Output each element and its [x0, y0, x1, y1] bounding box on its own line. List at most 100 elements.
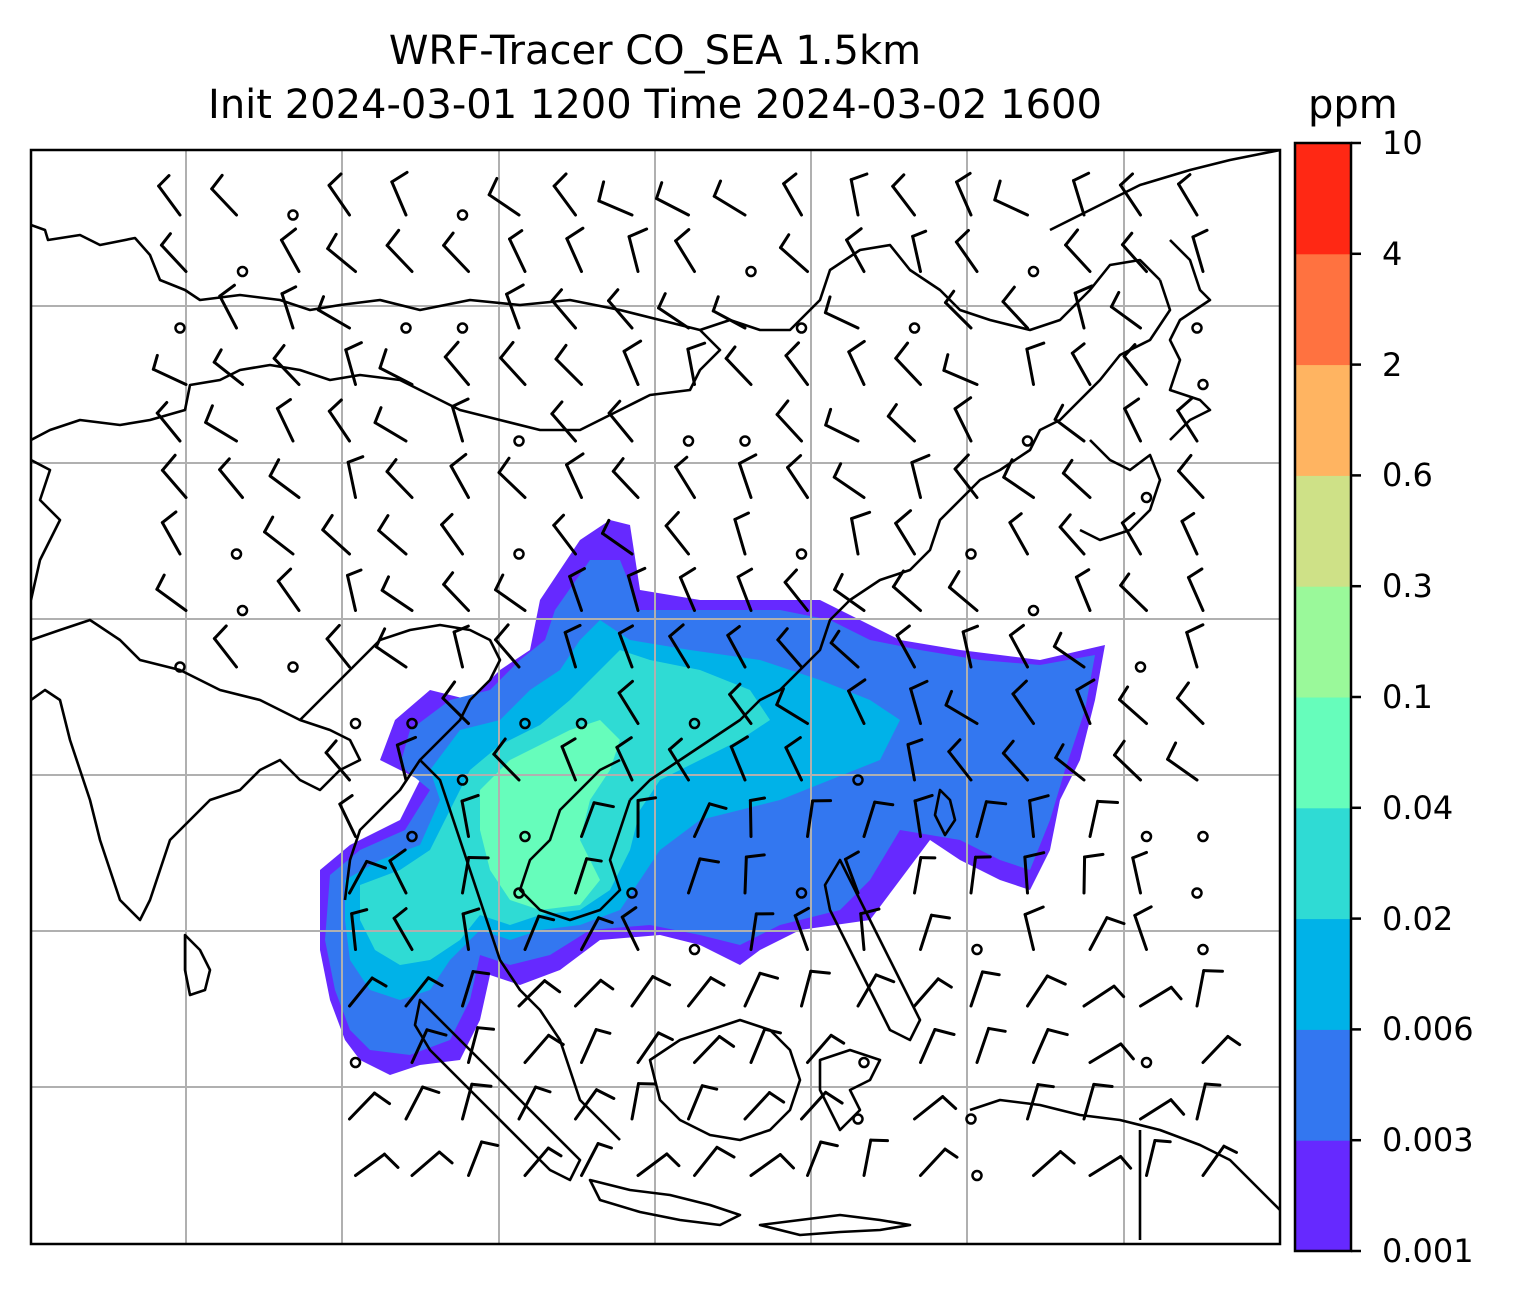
wind-barb [1072, 171, 1091, 217]
wind-barb [630, 975, 672, 1008]
wind-barb [374, 627, 408, 669]
wind-barb [377, 514, 408, 556]
wind-barb [615, 736, 634, 782]
wind-barb [961, 624, 980, 669]
wind-barb [442, 571, 470, 612]
wind-barb [1177, 173, 1199, 217]
colorbar [1293, 141, 1361, 1253]
wind-barb [390, 170, 409, 217]
calm-wind-marker [174, 661, 186, 673]
calm-wind-marker [745, 265, 757, 278]
calm-wind-marker [1197, 378, 1209, 391]
wind-barb [862, 1138, 889, 1177]
wind-barb [268, 458, 301, 499]
wind-barb [280, 285, 298, 330]
wind-barb [856, 973, 896, 1008]
colorbar-segment [1295, 1029, 1351, 1141]
map-frame [29, 148, 1282, 1246]
wind-barb [894, 341, 922, 386]
calm-wind-marker [795, 322, 808, 334]
wind-barb [1008, 623, 1029, 669]
coast-srilanka [183, 933, 212, 997]
wind-barb [378, 348, 414, 386]
colorbar-segment [1295, 253, 1351, 366]
wind-barb [743, 1091, 786, 1121]
coast-taiwan [933, 788, 957, 837]
coast-russia-far-east [1049, 150, 1280, 232]
calm-wind-marker [406, 717, 418, 730]
wind-barb [1118, 685, 1148, 725]
calm-wind-marker [349, 1056, 362, 1069]
wind-barb [824, 407, 860, 443]
wind-barb [1082, 984, 1126, 1008]
wind-barb [954, 228, 979, 273]
map-title-line1: WRF-Tracer CO_SEA 1.5km [388, 28, 922, 74]
wind-barb [1176, 396, 1199, 443]
colorbar-segment [1295, 143, 1351, 255]
calm-wind-marker [1140, 1056, 1153, 1069]
wind-barb [160, 453, 188, 499]
wind-barb [574, 978, 615, 1008]
wind-barb [494, 623, 521, 669]
wind-barb [1195, 969, 1224, 1008]
wind-barb [325, 623, 351, 669]
wind-barb [263, 515, 295, 556]
wind-barb [321, 514, 351, 556]
calm-wind-marker [400, 322, 412, 334]
wind-barb [687, 976, 726, 1008]
wind-barb [597, 180, 634, 217]
wind-barb [508, 229, 527, 273]
calm-wind-marker [1027, 604, 1040, 617]
wind-barb [636, 796, 658, 838]
wind-barb [1074, 568, 1092, 612]
calm-wind-marker [287, 209, 299, 221]
wind-barb [218, 457, 244, 499]
wind-barb [1070, 342, 1092, 386]
wind-barb [494, 573, 527, 612]
wind-barb [784, 341, 809, 386]
coast-sulawesi [818, 1048, 882, 1132]
wind-barb [726, 625, 747, 669]
coast-indochina-east [518, 758, 632, 922]
wind-barb [404, 976, 444, 1008]
calm-wind-marker [858, 1056, 870, 1069]
wind-barb [833, 572, 866, 612]
wind-barb [552, 172, 577, 217]
calm-wind-marker [513, 887, 525, 899]
wind-barb [580, 916, 614, 951]
wind-barb [554, 343, 583, 386]
wind-barb [151, 353, 188, 386]
calm-wind-marker [965, 1113, 977, 1125]
wind-barb [847, 339, 866, 386]
wind-barb [348, 976, 388, 1008]
wind-barb [947, 738, 973, 782]
wind-barb [733, 511, 750, 556]
wind-barb [1201, 1034, 1242, 1064]
wind-barb [388, 848, 408, 895]
wind-barb [1032, 1150, 1076, 1177]
wind-barb [385, 458, 414, 499]
wind-barb [622, 339, 643, 386]
wind-barb [1177, 453, 1205, 499]
calm-wind-marker [739, 435, 751, 447]
wind-barb [385, 228, 414, 273]
calm-wind-marker [626, 887, 638, 899]
wind-barb [523, 914, 556, 951]
wind-barb [711, 295, 747, 330]
calm-wind-marker [1191, 322, 1203, 334]
wind-barb [942, 353, 979, 386]
wind-barb [782, 172, 803, 217]
wind-barb [743, 853, 766, 895]
wind-barb [1028, 794, 1050, 838]
wind-barb [1180, 511, 1199, 556]
wind-barb [1166, 741, 1199, 782]
wind-barb [955, 171, 973, 217]
wind-barb [793, 906, 810, 951]
wind-barb [943, 289, 973, 330]
wind-barb [891, 173, 916, 217]
colorbar-tick-label: 4 [1382, 234, 1403, 273]
wind-barb [617, 624, 634, 669]
wind-barb [487, 176, 521, 217]
wind-barb [953, 453, 979, 499]
